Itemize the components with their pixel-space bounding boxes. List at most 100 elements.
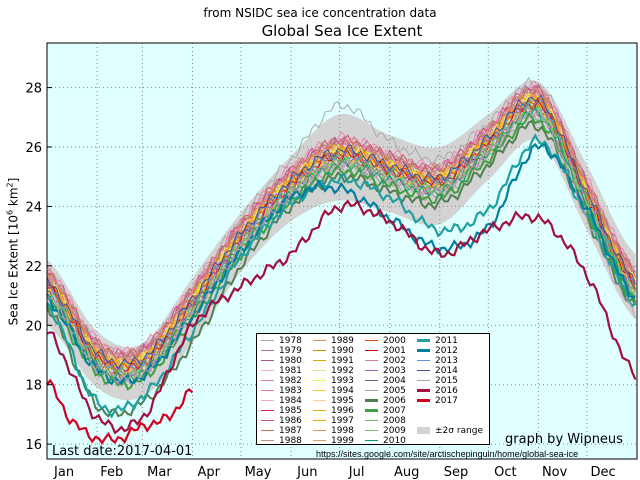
legend-label: 2003 — [383, 366, 406, 376]
legend-item-1994: 1994 — [313, 386, 354, 396]
source-url: https://sites.google.com/site/arctischep… — [316, 449, 579, 459]
legend-item-2008: 2008 — [365, 416, 406, 426]
legend-swatch — [365, 370, 378, 371]
legend-swatch — [417, 360, 430, 361]
legend-label: 2008 — [383, 416, 406, 426]
legend-swatch — [261, 340, 274, 341]
legend-swatch — [261, 440, 274, 441]
legend-swatch — [261, 370, 274, 371]
legend-swatch — [313, 410, 326, 411]
legend-label: 2011 — [435, 336, 458, 346]
plot-frame — [46, 42, 638, 460]
legend-swatch — [313, 430, 326, 431]
legend-label: 1978 — [279, 336, 302, 346]
legend-label: 1987 — [279, 426, 302, 436]
legend-label: 2004 — [383, 376, 406, 386]
x-tick-label-mar: Mar — [147, 465, 172, 480]
y-tick-label: 28 — [25, 82, 42, 97]
legend-item-1987: 1987 — [261, 426, 302, 436]
legend-item-2007: 2007 — [365, 406, 406, 416]
legend-label: 1993 — [331, 376, 354, 386]
legend-item-2012: 2012 — [417, 346, 458, 356]
legend-swatch — [313, 440, 326, 441]
y-tick-label: 20 — [25, 319, 42, 334]
chart-subtitle: from NSIDC sea ice concentration data — [203, 6, 437, 20]
legend-label: 2006 — [383, 396, 406, 406]
credit-annotation: graph by Wipneus — [505, 432, 623, 447]
y-tick-label: 16 — [25, 438, 42, 453]
x-tick-label-feb: Feb — [100, 465, 123, 480]
legend-swatch — [365, 390, 378, 391]
x-tick-label-sep: Sep — [444, 465, 469, 480]
series-line-1978 — [46, 76, 636, 362]
y-tick-label: 22 — [25, 260, 42, 275]
x-tick-label-nov: Nov — [542, 465, 568, 480]
legend-label: 1994 — [331, 386, 354, 396]
legend-item-2011: 2011 — [417, 336, 458, 346]
series-line-2014 — [46, 94, 636, 370]
legend-label: 2016 — [435, 386, 458, 396]
legend: 1978 1979 1980 1981 1982 1983 1984 1985 1986 1987… — [256, 333, 490, 446]
legend-item-1995: 1995 — [313, 396, 354, 406]
series-line-2000 — [46, 97, 636, 372]
legend-item-1992: 1992 — [313, 366, 354, 376]
legend-item-2003: 2003 — [365, 366, 406, 376]
legend-item-2005: 2005 — [365, 386, 406, 396]
legend-item-2015: 2015 — [417, 376, 458, 386]
x-tick-label-dec: Dec — [591, 465, 616, 480]
legend-swatch — [313, 380, 326, 381]
legend-item-2002: 2002 — [365, 356, 406, 366]
legend-item-2016: 2016 — [417, 386, 458, 396]
legend-item-2000: 2000 — [365, 336, 406, 346]
legend-item-1998: 1998 — [313, 426, 354, 436]
legend-swatch — [313, 350, 326, 351]
legend-swatch — [417, 399, 430, 402]
legend-label: 1992 — [331, 366, 354, 376]
x-tick-label-jul: Jul — [348, 465, 365, 480]
y-tick-label: 26 — [25, 141, 42, 156]
legend-label: 2009 — [383, 426, 406, 436]
legend-label: 1991 — [331, 356, 354, 366]
legend-label: 1988 — [279, 436, 302, 446]
legend-item-2001: 2001 — [365, 346, 406, 356]
legend-item-2017: 2017 — [417, 396, 458, 406]
legend-label: 1989 — [331, 336, 354, 346]
legend-swatch — [313, 340, 326, 341]
legend-label: 2014 — [435, 366, 458, 376]
legend-label: 2005 — [383, 386, 406, 396]
legend-item-1979: 1979 — [261, 346, 302, 356]
legend-swatch — [261, 390, 274, 391]
legend-label: 1981 — [279, 366, 302, 376]
legend-swatch — [313, 390, 326, 391]
legend-item-1984: 1984 — [261, 396, 302, 406]
legend-swatch — [313, 420, 326, 421]
legend-swatch — [365, 430, 378, 431]
legend-swatch — [261, 430, 274, 431]
legend-label: 1984 — [279, 396, 302, 406]
y-tick-label: 24 — [25, 200, 42, 215]
legend-item-1986: 1986 — [261, 416, 302, 426]
legend-label: 2015 — [435, 376, 458, 386]
legend-swatch — [313, 360, 326, 361]
legend-swatch — [365, 360, 378, 361]
legend-label: 1999 — [331, 436, 354, 446]
legend-label: 1979 — [279, 346, 302, 356]
series-line-2011 — [46, 133, 637, 419]
series-line-2016 — [46, 199, 637, 435]
legend-label: 1997 — [331, 416, 354, 426]
legend-swatch — [365, 440, 378, 441]
legend-label: 1986 — [279, 416, 302, 426]
y-tick-label: 18 — [25, 379, 42, 394]
legend-item-2014: 2014 — [417, 366, 458, 376]
legend-item-1996: 1996 — [313, 406, 354, 416]
legend-item-1988: 1988 — [261, 436, 302, 446]
legend-label: 2013 — [435, 356, 458, 366]
legend-swatch — [365, 409, 378, 412]
legend-label: 1995 — [331, 396, 354, 406]
legend-label: 1996 — [331, 406, 354, 416]
legend-swatch — [365, 340, 378, 341]
legend-item-1997: 1997 — [313, 416, 354, 426]
series-line-1994 — [46, 94, 636, 368]
legend-item-1985: 1985 — [261, 406, 302, 416]
legend-label: 2002 — [383, 356, 406, 366]
